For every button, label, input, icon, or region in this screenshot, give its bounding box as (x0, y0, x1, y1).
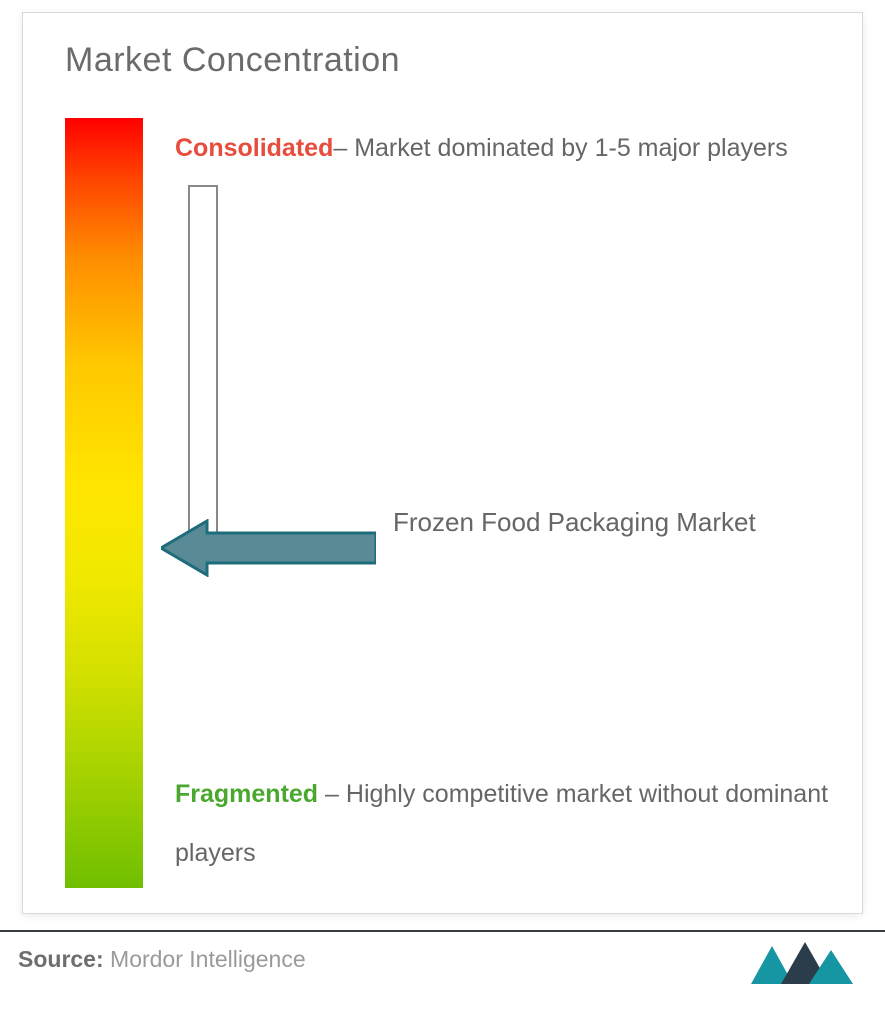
consolidated-label: Consolidated– Market dominated by 1-5 ma… (175, 119, 855, 178)
page-title: Market Concentration (65, 41, 400, 80)
consolidated-rest: – Market dominated by 1-5 major players (333, 134, 787, 162)
mordor-logo (747, 940, 857, 988)
source-text: Mordor Intelligence (104, 946, 306, 972)
footer: Source: Mordor Intelligence (0, 930, 885, 1000)
footer-source: Source: Mordor Intelligence (18, 946, 306, 973)
fragmented-bold: Fragmented (175, 780, 318, 808)
top-half-bracket (188, 185, 218, 187)
marker-arrow (161, 519, 376, 577)
infographic-card: Market Concentration Consolidated– Marke… (22, 12, 863, 914)
fragmented-label: Fragmented – Highly competitive market w… (175, 765, 855, 883)
source-bold: Source: (18, 946, 104, 972)
consolidated-bold: Consolidated (175, 134, 333, 162)
arrow-left-icon (161, 521, 376, 575)
concentration-gradient-bar (65, 118, 143, 888)
marker-label: Frozen Food Packaging Market (393, 503, 793, 542)
